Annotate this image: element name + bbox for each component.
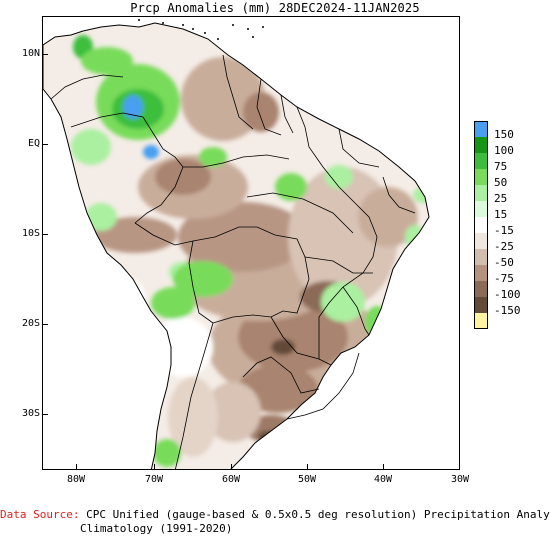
legend-row: 100 xyxy=(474,137,550,157)
data-source-label: Data Source: xyxy=(0,508,80,521)
data-source-text: CPC Unified (gauge-based & 0.5x0.5 deg r… xyxy=(79,508,550,521)
legend-label: -75 xyxy=(494,272,514,285)
lon-label-30w: 30W xyxy=(450,474,470,485)
legend-label: -100 xyxy=(494,288,521,301)
lat-label-20s: 20S xyxy=(21,318,40,329)
legend-row: -100 xyxy=(474,281,550,301)
legend-label: 50 xyxy=(494,176,508,189)
climatology-note: Climatology (1991-2020) xyxy=(80,522,233,535)
legend-swatch xyxy=(474,217,488,233)
legend-swatch xyxy=(474,233,488,249)
legend-swatch xyxy=(474,169,488,185)
lon-label-70w: 70W xyxy=(144,474,164,485)
legend-label: 25 xyxy=(494,192,508,205)
legend-swatch xyxy=(474,281,488,297)
lon-tick xyxy=(307,464,308,470)
lat-label-10n: 10N xyxy=(21,48,40,59)
lat-tick xyxy=(42,324,48,325)
legend-row: -150 xyxy=(474,297,550,317)
lat-tick xyxy=(42,414,48,415)
anomaly-map xyxy=(43,19,430,469)
lon-label-40w: 40W xyxy=(373,474,393,485)
map-title: Prcp Anomalies (mm) 28DEC2024-11JAN2025 xyxy=(130,1,420,15)
legend-row: -75 xyxy=(474,265,550,285)
legend-row: 15 xyxy=(474,201,550,221)
legend-row: 75 xyxy=(474,153,550,173)
legend-swatch xyxy=(474,121,488,137)
lon-tick xyxy=(383,464,384,470)
lat-label-30s: 30S xyxy=(21,408,40,419)
legend-label: 15 xyxy=(494,208,508,221)
lon-label-50w: 50W xyxy=(297,474,317,485)
caribbean-islands xyxy=(138,19,264,40)
lon-tick xyxy=(154,464,155,470)
legend-label: -150 xyxy=(494,304,521,317)
lat-tick xyxy=(42,234,48,235)
lat-tick xyxy=(42,144,48,145)
lon-tick xyxy=(76,464,77,470)
lat-tick xyxy=(42,54,48,55)
legend-label: -50 xyxy=(494,256,514,269)
lon-label-80w: 80W xyxy=(66,474,86,485)
legend-label: -25 xyxy=(494,240,514,253)
legend-swatch xyxy=(474,297,488,313)
legend-swatch xyxy=(474,249,488,265)
legend-swatch xyxy=(474,265,488,281)
legend-row: -50 xyxy=(474,249,550,269)
lat-label-10s: 10S xyxy=(21,228,40,239)
legend-row: 50 xyxy=(474,169,550,189)
map-panel xyxy=(42,16,460,470)
legend-swatch xyxy=(474,137,488,153)
legend-label: 150 xyxy=(494,128,514,141)
legend-label: -15 xyxy=(494,224,514,237)
legend-label: 100 xyxy=(494,144,514,157)
lon-label-60w: 60W xyxy=(221,474,241,485)
legend-swatch xyxy=(474,185,488,201)
anomaly-field xyxy=(43,23,429,469)
legend-row: -15 xyxy=(474,217,550,237)
legend-row: -25 xyxy=(474,233,550,253)
country-borders xyxy=(50,54,416,469)
legend-row: 25 xyxy=(474,185,550,205)
data-source-line: Data Source: CPC Unified (gauge-based & … xyxy=(0,508,550,522)
legend-row: 150 xyxy=(474,121,550,141)
lat-label-eq: EQ xyxy=(27,138,40,149)
lon-tick xyxy=(231,464,232,470)
legend-swatch xyxy=(474,313,488,329)
legend-label: 75 xyxy=(494,160,508,173)
legend-swatch xyxy=(474,201,488,217)
legend-swatch xyxy=(474,153,488,169)
color-legend: 150 100 75 50 25 15 -15 -25 -50 -75 -100 xyxy=(474,121,550,329)
legend-row xyxy=(474,313,550,329)
